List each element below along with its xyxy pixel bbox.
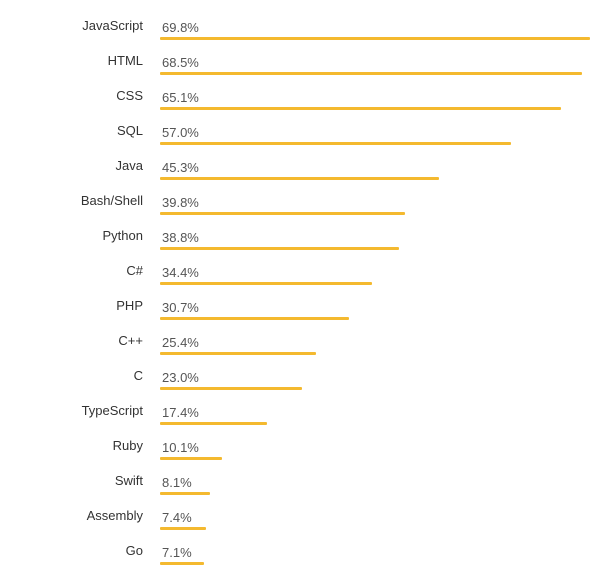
bar — [160, 457, 222, 460]
bar-row: TypeScript 17.4% — [0, 403, 611, 438]
value-label: 39.8% — [162, 195, 199, 210]
bar — [160, 282, 372, 285]
category-label: JavaScript — [82, 18, 143, 33]
value-label: 17.4% — [162, 405, 199, 420]
bar — [160, 562, 204, 565]
bar-row: C# 34.4% — [0, 263, 611, 298]
bar-row: C 23.0% — [0, 368, 611, 403]
value-label: 45.3% — [162, 160, 199, 175]
category-label: C — [133, 368, 143, 383]
value-label: 25.4% — [162, 335, 199, 350]
bar — [160, 142, 511, 145]
category-label: Bash/Shell — [80, 193, 143, 208]
bar — [160, 72, 582, 75]
bar-row: Python 38.8% — [0, 228, 611, 263]
bar-row: Bash/Shell 39.8% — [0, 193, 611, 228]
bar-row: Go 7.1% — [0, 543, 611, 578]
bar — [160, 527, 206, 530]
bar — [160, 212, 405, 215]
category-label: CSS — [116, 88, 143, 103]
category-label: Ruby — [112, 438, 143, 453]
category-label: TypeScript — [81, 403, 143, 418]
bar-row: Java 45.3% — [0, 158, 611, 193]
bar — [160, 387, 302, 390]
bar-row: SQL 57.0% — [0, 123, 611, 158]
bar — [160, 107, 561, 110]
category-label: Swift — [114, 473, 143, 488]
bar-row: CSS 65.1% — [0, 88, 611, 123]
bar — [160, 317, 349, 320]
bar-row: Swift 8.1% — [0, 473, 611, 508]
value-label: 69.8% — [162, 20, 199, 35]
category-label: Java — [115, 158, 143, 173]
value-label: 38.8% — [162, 230, 199, 245]
value-label: 8.1% — [162, 475, 192, 490]
category-label: PHP — [116, 298, 143, 313]
bar-row: Assembly 7.4% — [0, 508, 611, 543]
value-label: 30.7% — [162, 300, 199, 315]
category-label: Assembly — [86, 508, 143, 523]
bar — [160, 37, 590, 40]
category-label: SQL — [116, 123, 143, 138]
value-label: 7.1% — [162, 545, 192, 560]
bar — [160, 492, 210, 495]
category-label: C# — [126, 263, 143, 278]
category-label: C++ — [118, 333, 143, 348]
bar — [160, 247, 399, 250]
value-label: 7.4% — [162, 510, 192, 525]
value-label: 10.1% — [162, 440, 199, 455]
bar-row: HTML 68.5% — [0, 53, 611, 88]
bar-row: Ruby 10.1% — [0, 438, 611, 473]
value-label: 23.0% — [162, 370, 199, 385]
value-label: 34.4% — [162, 265, 199, 280]
value-label: 65.1% — [162, 90, 199, 105]
value-label: 68.5% — [162, 55, 199, 70]
bar-row: PHP 30.7% — [0, 298, 611, 333]
bar — [160, 352, 316, 355]
bar — [160, 177, 439, 180]
value-label: 57.0% — [162, 125, 199, 140]
bar-row: C++ 25.4% — [0, 333, 611, 368]
category-label: Python — [102, 228, 143, 243]
bar-row: JavaScript 69.8% — [0, 18, 611, 53]
category-label: Go — [125, 543, 143, 558]
bar — [160, 422, 267, 425]
category-label: HTML — [107, 53, 143, 68]
